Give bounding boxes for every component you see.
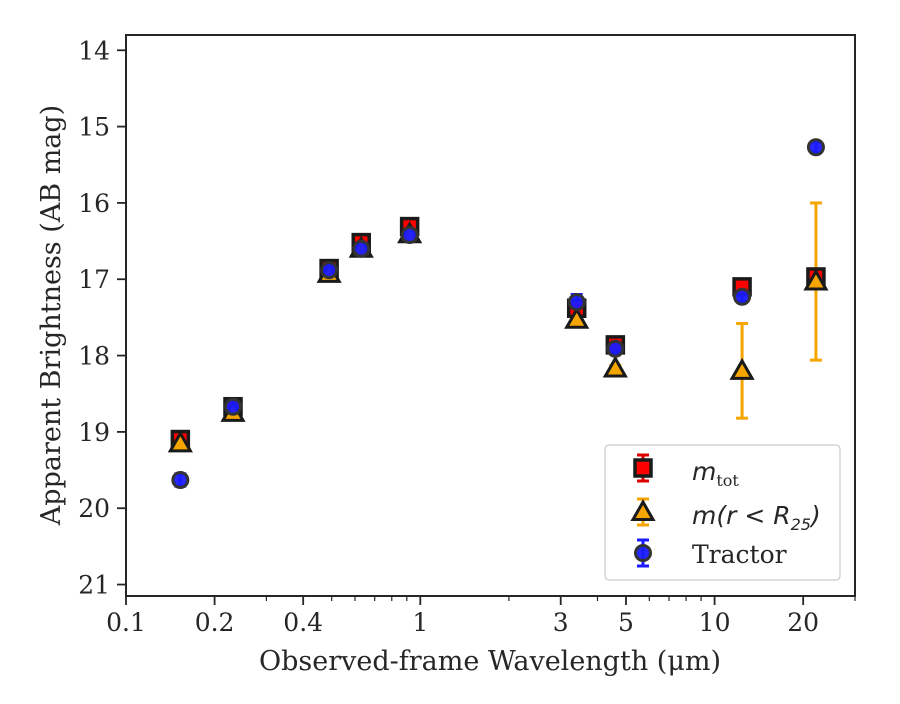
y-tick-label: 18 [78,342,110,371]
legend-label-mtot: mtot [692,457,739,490]
legend-label-tractor: Tractor [692,540,787,569]
y-axis-label: Apparent Brightness (AB mag) [36,105,67,526]
point-tractor [352,239,371,258]
y-axis-ticks: 14 15 16 17 18 19 20 21 [78,36,126,600]
x-tick-label: 0.4 [283,608,323,637]
point-m-r25 [602,355,628,378]
legend-label-m-r25: m(r < R25) [692,501,821,534]
x-tick-label: 0.1 [106,608,146,637]
x-tick-label: 0.2 [195,608,235,637]
y-tick-label: 15 [78,113,110,142]
x-tick-label: 20 [787,608,819,637]
y-tick-label: 16 [78,189,110,218]
legend: mtot m(r < R25) Tractor [604,444,841,581]
x-axis-label: Observed-frame Wavelength (μm) [259,646,721,677]
y-tick-label: 19 [78,418,110,447]
point-tractor [171,470,190,489]
point-tractor [400,225,419,244]
point-tractor [606,339,625,358]
x-axis-ticks: 0.1 0.2 0.4 1 3 5 10 20 [106,596,856,637]
point-m-r25 [729,357,755,380]
y-tick-label: 20 [78,494,110,523]
point-tractor [320,261,339,280]
y-tick-label: 17 [78,265,110,294]
x-tick-label: 10 [699,608,731,637]
point-tractor [567,293,586,312]
y-tick-label: 14 [78,36,110,65]
y-tick-label: 21 [78,571,110,600]
plot-frame [125,34,856,597]
markers-layer [167,138,829,489]
legend-markers [630,453,656,568]
point-tractor [224,397,243,416]
legend-marker-m-r25 [630,498,656,521]
error-bars-layer [174,140,822,488]
point-tractor [733,287,752,306]
point-m-r25 [803,268,829,291]
point-m-r25 [167,430,193,453]
legend-box [604,444,841,581]
x-tick-label: 3 [553,608,569,637]
legend-marker-tractor [634,544,652,562]
x-tick-label: 5 [618,608,634,637]
x-tick-label: 1 [412,608,428,637]
point-m-r25 [564,306,590,329]
point-tractor [806,138,825,157]
legend-marker-mtot [633,458,653,478]
